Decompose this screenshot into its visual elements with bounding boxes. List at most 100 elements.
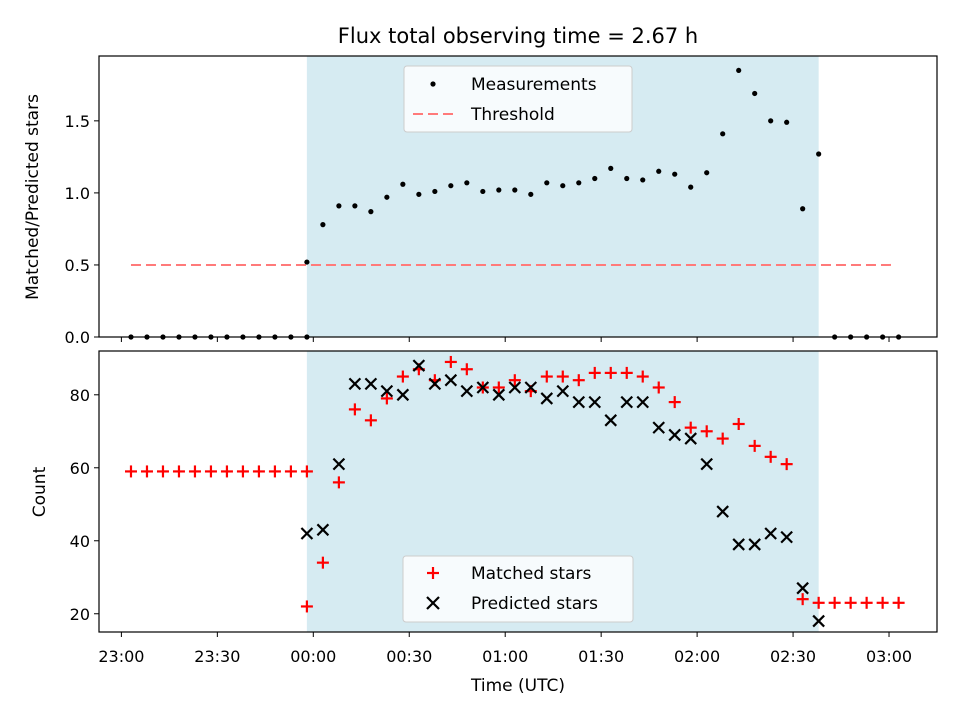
top-y-tick-label: 1.5: [65, 112, 90, 131]
predicted-stars-series: [300, 359, 825, 628]
matched-star-point: [748, 439, 761, 452]
matched-star-point: [780, 458, 793, 471]
legend-threshold: Threshold: [470, 105, 555, 125]
matched-star-point: [332, 476, 345, 489]
bottom-x-tick-label: 01:30: [578, 647, 624, 666]
measurement-point: [496, 187, 502, 193]
matched-star-point: [172, 465, 185, 478]
top-y-ticks: 0.0 0.5 1.0 1.5: [65, 112, 99, 347]
measurement-point: [704, 170, 710, 176]
predicted-star-point: [636, 395, 650, 409]
matched-star-point: [860, 596, 873, 609]
predicted-star-point: [796, 581, 809, 595]
measurement-point: [800, 206, 806, 212]
predicted-star-point: [508, 381, 522, 394]
matched-star-point: [444, 355, 457, 368]
predicted-star-point: [316, 523, 330, 537]
matched-star-point: [380, 392, 393, 405]
top-x-ticks: [120, 337, 890, 342]
matched-star-point: [348, 403, 361, 416]
top-y-tick-label: 1.0: [65, 184, 90, 203]
predicted-star-point: [396, 388, 410, 402]
predicted-star-point: [748, 538, 761, 551]
measurement-point: [336, 203, 342, 209]
bottom-x-tick-label: 00:30: [386, 647, 432, 666]
predicted-star-point: [540, 392, 554, 405]
matched-star-point: [556, 370, 569, 383]
measurement-point: [432, 188, 438, 195]
measurement-point: [368, 209, 374, 215]
matched-star-point: [892, 596, 905, 609]
measurement-point: [720, 131, 726, 137]
measurements-legend-marker: [430, 81, 436, 87]
measurement-point: [576, 180, 582, 186]
measurement-point: [304, 259, 310, 265]
measurement-point: [320, 222, 326, 228]
matched-star-point: [492, 381, 505, 394]
predicted-star-point: [364, 377, 378, 391]
predicted-star-point: [444, 373, 458, 387]
matched-star-point: [268, 465, 281, 478]
measurement-point: [656, 168, 662, 174]
matched-star-point: [716, 432, 729, 445]
measurement-point: [592, 175, 598, 182]
x-axis-label: Time (UTC): [470, 676, 565, 696]
matched-star-point: [652, 381, 665, 394]
measurement-point: [752, 90, 758, 97]
top-axes-frame: [98, 55, 938, 338]
matched-star-point: [764, 450, 777, 463]
matched-star-point: [156, 465, 169, 478]
matched-star-point: [828, 596, 841, 609]
bottom-y-tick-label: 60: [70, 459, 90, 478]
predicted-star-point: [556, 384, 570, 398]
measurement-point: [672, 171, 678, 177]
measurement-point: [544, 180, 550, 186]
bottom-x-tick-label: 03:00: [866, 647, 912, 666]
bottom-y-tick-label: 20: [70, 605, 90, 624]
matched-star-point: [204, 465, 217, 478]
matched-star-point: [140, 465, 153, 478]
bottom-x-tick-label: 02:30: [770, 647, 816, 666]
matched-star-point: [588, 366, 601, 379]
matched-star-point: [876, 596, 889, 609]
legend-predicted-stars: Predicted stars: [471, 594, 598, 614]
measurement-point: [448, 183, 454, 189]
matched-star-point: [300, 600, 313, 613]
matched-star-point: [236, 465, 249, 478]
bottom-panel: 20 40 60 80 23:00 23:30 00:00 00:30 01:00 01:30 0…: [30, 350, 938, 696]
measurement-point: [464, 180, 470, 186]
predicted-star-point: [412, 359, 426, 372]
measurement-point: [400, 181, 406, 187]
predicted-star-point: [684, 432, 697, 445]
predicted-star-point: [380, 384, 394, 398]
measurement-point: [528, 191, 534, 197]
legend-measurements: Measurements: [471, 75, 597, 95]
bottom-x-tick-label: 01:00: [482, 647, 528, 666]
measurement-point: [352, 203, 358, 209]
bottom-axes-frame: [98, 350, 938, 633]
measurement-point: [784, 119, 790, 125]
predicted-star-point: [764, 527, 777, 540]
measurement-point: [768, 118, 774, 124]
predicted-star-point: [780, 530, 793, 544]
predicted-star-point: [700, 457, 713, 471]
predicted-star-point: [716, 505, 729, 518]
measurement-point: [688, 184, 694, 190]
matched-star-point: [508, 374, 521, 387]
predicted-star-point: [524, 381, 538, 394]
matched-star-point: [796, 593, 809, 606]
predicted-star-point: [732, 538, 745, 551]
bottom-y-tick-label: 80: [70, 386, 90, 405]
matched-star-point: [396, 370, 409, 383]
bottom-legend-box: [402, 555, 634, 623]
matched-star-point: [124, 465, 137, 478]
matched-star-point: [284, 465, 297, 478]
bottom-legend: Matched stars Predicted stars: [402, 555, 634, 623]
matched-stars-series: [124, 355, 905, 613]
predicted-star-point: [476, 381, 490, 394]
measurement-point: [480, 188, 486, 195]
bottom-y-tick-label: 40: [70, 532, 90, 551]
bottom-x-tick-label: 23:30: [194, 647, 240, 666]
measurement-point: [512, 187, 518, 193]
